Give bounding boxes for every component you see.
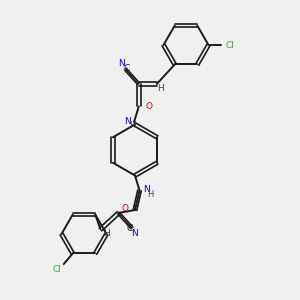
Text: Cl: Cl	[226, 40, 235, 50]
Text: H: H	[157, 84, 164, 93]
Text: O: O	[146, 102, 153, 111]
Text: H: H	[129, 122, 135, 130]
Text: H: H	[103, 230, 110, 238]
Text: N: N	[143, 184, 149, 194]
Text: N: N	[118, 59, 125, 68]
Text: C: C	[127, 224, 133, 233]
Text: N: N	[132, 229, 138, 238]
Text: N: N	[124, 117, 131, 126]
Text: H: H	[147, 190, 153, 199]
Text: O: O	[121, 204, 128, 213]
Text: C: C	[124, 64, 130, 73]
Text: Cl: Cl	[53, 265, 62, 274]
